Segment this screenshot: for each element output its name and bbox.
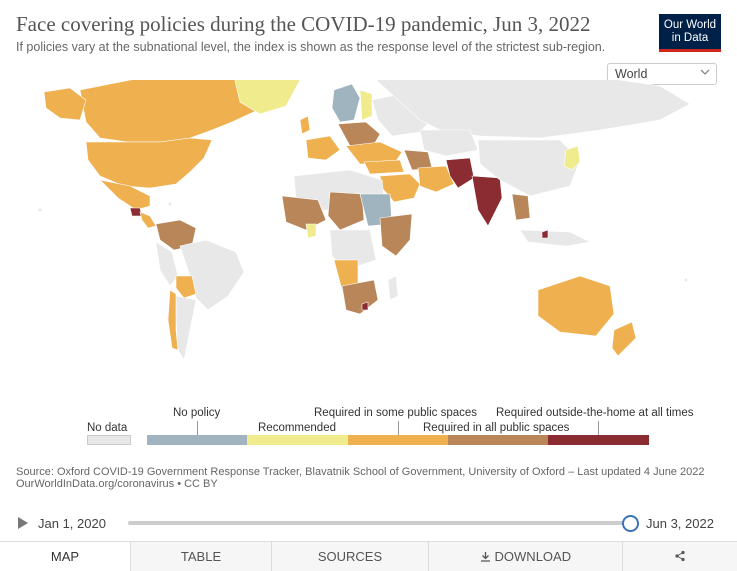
country-pakistan: [445, 157, 475, 189]
legend: No data No policy Recommended Required i…: [0, 400, 737, 450]
chart-subtitle: If policies vary at the subnational leve…: [16, 40, 606, 54]
country-uk: [299, 115, 311, 135]
country-china: [477, 139, 581, 197]
source-link[interactable]: OurWorldInData.org/coronavirus • CC BY: [16, 478, 218, 490]
chart-title: Face covering policies during the COVID-…: [16, 12, 591, 36]
tab-sources[interactable]: Sources: [271, 542, 428, 571]
legend-label-no-policy: No policy: [173, 407, 221, 419]
logo-line1: Our World: [663, 19, 717, 31]
tab-share[interactable]: [622, 542, 737, 571]
country-central-america: [139, 211, 157, 229]
legend-tick-no-policy: [197, 421, 198, 435]
share-icon: [675, 550, 685, 562]
timeline-handle[interactable]: [622, 515, 639, 532]
timeline: Jan 1, 2020 Jun 3, 2022: [0, 510, 737, 536]
legend-swatch-required-outside: [548, 435, 649, 445]
country-australia: [537, 275, 615, 337]
country-madagascar: [387, 275, 399, 301]
small-islands: [38, 202, 688, 282]
tab-download[interactable]: Download: [428, 542, 622, 571]
country-india: [471, 175, 503, 227]
legend-swatch-no-policy: [147, 435, 247, 445]
country-russia: [375, 80, 691, 139]
country-greenland: [234, 80, 301, 115]
country-turkey: [363, 159, 405, 175]
country-west-europe: [305, 135, 341, 161]
country-peru: [155, 241, 179, 287]
country-scandinavia: [331, 83, 361, 123]
world-map: [38, 80, 691, 361]
legend-tick-required-some: [398, 421, 399, 435]
legend-label-no-data: No data: [87, 422, 128, 434]
country-kazakhstan: [419, 129, 479, 157]
country-hawaii: [38, 208, 42, 212]
source-line: Source: Oxford COVID-19 Government Respo…: [16, 466, 705, 478]
country-shapes: [43, 80, 691, 361]
country-canada: [79, 80, 261, 143]
country-cuba: [168, 202, 172, 206]
country-fiji: [684, 278, 688, 282]
country-southern-africa: [341, 279, 379, 315]
legend-label-required-all: Required in all public spaces: [423, 422, 570, 434]
country-southeast-asia: [511, 193, 531, 221]
country-ghana: [305, 223, 317, 239]
legend-label-required-some: Required in some public spaces: [314, 407, 478, 419]
legend-swatch-recommended: [247, 435, 348, 445]
country-mexico: [99, 179, 151, 211]
country-alaska: [43, 87, 87, 121]
legend-swatch-required-some: [348, 435, 448, 445]
country-argentina: [175, 295, 197, 361]
tab-download-label: Download: [494, 549, 572, 564]
region-select[interactable]: World: [607, 63, 717, 85]
source-note: Source: Oxford COVID-19 Government Respo…: [16, 466, 716, 490]
bottom-tabs: Map Table Sources Download: [0, 541, 737, 571]
logo-bar: [659, 49, 721, 52]
country-japan: [563, 145, 581, 171]
play-icon[interactable]: [18, 517, 28, 529]
timeline-end-date[interactable]: Jun 3, 2022: [646, 516, 714, 531]
country-indonesia: [519, 229, 591, 247]
chevron-down-icon: [700, 69, 710, 75]
legend-label-recommended: Recommended: [258, 422, 336, 434]
country-usa: [85, 137, 213, 189]
tab-map[interactable]: Map: [0, 542, 130, 571]
country-chile: [167, 289, 179, 351]
country-philippines: [541, 229, 549, 239]
owid-logo[interactable]: Our World in Data: [659, 14, 721, 52]
country-central-europe: [337, 121, 381, 149]
legend-tick-required-outside: [598, 421, 599, 435]
country-south-east-europe: [345, 141, 403, 165]
country-south-africa-region: [361, 301, 369, 311]
region-select-value: World: [615, 67, 648, 81]
country-chad-region: [327, 191, 365, 231]
logo-line2: in Data: [671, 32, 709, 44]
country-bolivia: [175, 275, 197, 299]
country-finland: [359, 89, 373, 121]
legend-swatch-no-data: [87, 435, 131, 445]
legend-label-required-outside: Required outside-the-home at all times: [496, 407, 694, 419]
timeline-track[interactable]: [128, 521, 630, 525]
country-new-zealand: [611, 321, 637, 357]
download-icon: [480, 552, 490, 562]
tab-table[interactable]: Table: [130, 542, 271, 571]
legend-swatch-required-all: [448, 435, 548, 445]
country-east-africa: [379, 213, 413, 257]
timeline-start-date[interactable]: Jan 1, 2020: [38, 516, 106, 531]
country-iran: [417, 165, 455, 193]
